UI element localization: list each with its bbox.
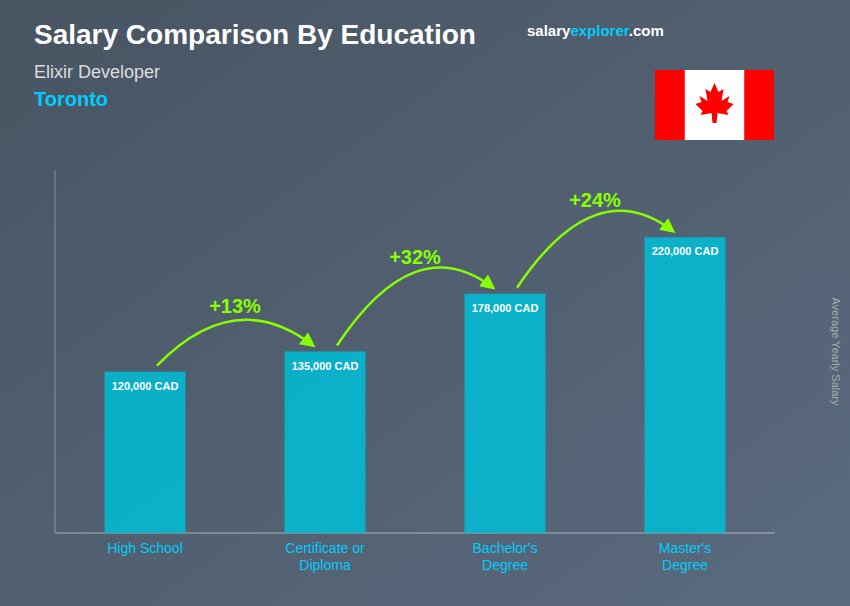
page: {"chart_data": { "type": "bar", "title":… <box>0 0 850 606</box>
x-tick-label: Master'sDegree <box>659 540 711 573</box>
x-tick-label-line: Diploma <box>299 557 351 573</box>
background <box>0 0 850 606</box>
flag-field <box>655 70 774 140</box>
value-label: 220,000 CAD <box>652 245 719 257</box>
x-tick-label-line: Degree <box>662 557 708 573</box>
bar <box>465 294 546 533</box>
x-tick-label: High School <box>107 540 183 556</box>
growth-arrow <box>337 267 493 345</box>
x-tick-label-line: Bachelor's <box>473 540 538 556</box>
x-tick-label-line: Certificate or <box>285 540 365 556</box>
value-label: 178,000 CAD <box>472 302 539 314</box>
title: Salary Comparison By Education <box>34 19 476 50</box>
growth-arrow <box>517 211 673 288</box>
value-label: 120,000 CAD <box>112 380 179 392</box>
watermark: salaryexplorer.com <box>527 22 664 39</box>
chart-container: Salary Comparison By Education Elixir Dev… <box>0 0 850 606</box>
annotation: +24% <box>569 189 621 211</box>
chart-svg: Salary Comparison By Education Elixir Dev… <box>0 0 850 606</box>
flag <box>655 70 774 140</box>
flag-leaf <box>696 83 734 123</box>
x-tick-label: Bachelor'sDegree <box>473 540 538 573</box>
flag-band <box>655 70 685 140</box>
watermark-part: explorer <box>570 22 629 39</box>
y-axis-line <box>55 170 56 533</box>
x-tick-label-line: Degree <box>482 557 528 573</box>
flag-band <box>744 70 774 140</box>
bars <box>105 237 726 533</box>
x-tick-label: Certificate orDiploma <box>285 540 365 573</box>
bar <box>105 372 186 533</box>
bar <box>645 237 726 533</box>
bar <box>285 352 366 534</box>
x-tick-label-line: Master's <box>659 540 711 556</box>
value-label: 135,000 CAD <box>292 360 359 372</box>
x-tick-label-line: High School <box>107 540 183 556</box>
annotation: +32% <box>389 246 441 268</box>
subtitle: Toronto <box>34 88 108 110</box>
watermark-part: .com <box>629 22 664 39</box>
annotation: +13% <box>209 295 261 317</box>
growth-arrow <box>157 320 313 366</box>
watermark-part: salary <box>527 22 571 39</box>
subtitle: Elixir Developer <box>34 62 160 82</box>
y-axis-label: Average Yearly Salary <box>830 297 842 406</box>
